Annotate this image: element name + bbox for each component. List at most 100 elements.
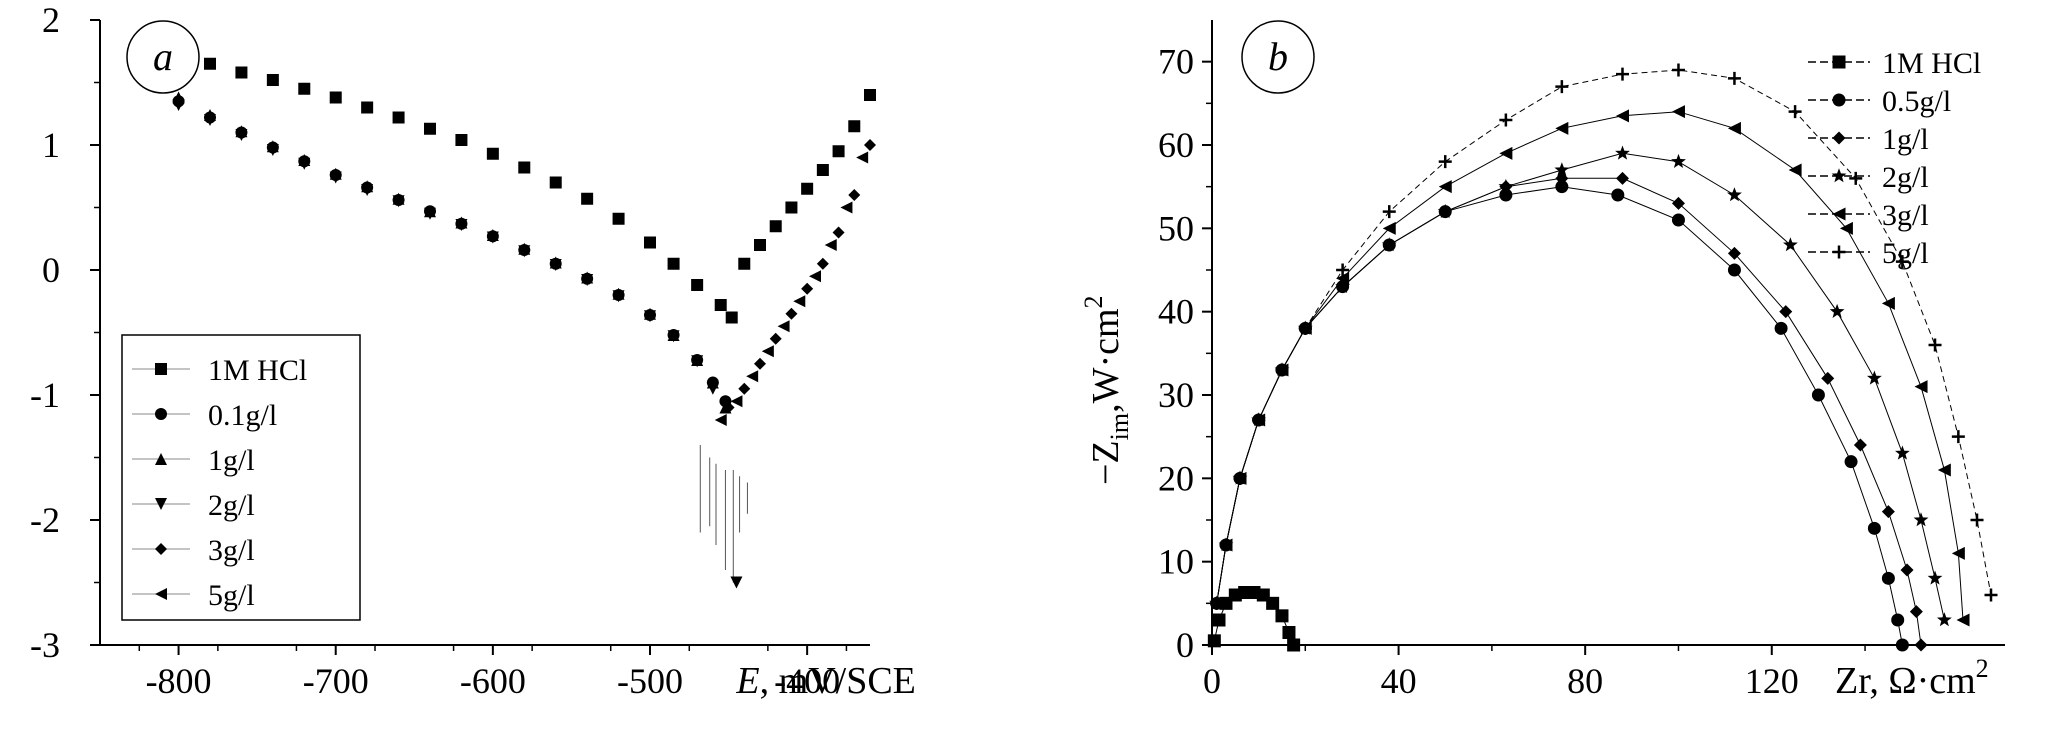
legend-b-label: 5g/l xyxy=(1882,237,1929,270)
point-b-3 xyxy=(1381,237,1397,252)
point-b-2 xyxy=(1671,196,1685,210)
point-b-5 xyxy=(1382,205,1396,219)
point-b-0 xyxy=(1287,638,1301,652)
point-a-4 xyxy=(769,332,782,345)
point-b-3 xyxy=(1437,203,1453,218)
point-b-5 xyxy=(1895,255,1909,269)
point-a-0 xyxy=(738,257,751,270)
point-a-4 xyxy=(816,257,829,270)
x-tick-label-b: 80 xyxy=(1567,661,1603,701)
y-tick-label-b: 60 xyxy=(1158,125,1194,165)
point-b-3 xyxy=(1498,178,1514,193)
point-b-3 xyxy=(1335,278,1350,293)
point-a-3 xyxy=(329,171,342,184)
point-b-2 xyxy=(1900,563,1914,577)
point-a-0 xyxy=(714,299,727,311)
point-b-3 xyxy=(1671,153,1686,168)
point-b-5 xyxy=(1615,67,1629,81)
point-b-4 xyxy=(1937,463,1951,477)
y-tick-label-b: 50 xyxy=(1158,208,1194,248)
point-b-0 xyxy=(1212,613,1226,627)
x-axis-label-b: Zr, Ω·cm2 xyxy=(1835,654,1989,702)
point-b-2 xyxy=(1909,605,1923,619)
point-a-0 xyxy=(691,279,704,291)
legend-a-label: 5g/l xyxy=(208,579,255,612)
point-b-5 xyxy=(1984,588,1998,602)
point-a-0 xyxy=(667,257,680,270)
point-b-4 xyxy=(1438,180,1452,194)
point-b-3 xyxy=(1913,512,1929,527)
point-a-3 xyxy=(361,184,374,196)
point-b-5 xyxy=(1928,338,1942,352)
series-line-b-2 xyxy=(1216,177,1922,646)
point-a-0 xyxy=(848,120,861,133)
point-b-1 xyxy=(1611,188,1625,202)
point-b-5 xyxy=(1970,513,1984,527)
point-a-3 xyxy=(455,219,468,231)
point-a-0 xyxy=(785,201,798,214)
point-a-5 xyxy=(840,201,853,214)
legend-a-marker xyxy=(155,408,167,420)
point-b-3 xyxy=(1936,612,1952,627)
point-a-0 xyxy=(518,161,531,174)
point-a-5 xyxy=(746,370,759,383)
series-b-5 xyxy=(1210,63,1998,610)
point-a-3 xyxy=(172,99,185,111)
panel-label-b-circle xyxy=(1241,20,1315,94)
x-tick-label-b: 120 xyxy=(1745,661,1799,701)
point-a-0 xyxy=(769,220,782,233)
point-a-4 xyxy=(864,139,876,151)
point-b-3 xyxy=(1615,145,1630,160)
point-a-3 xyxy=(706,382,719,395)
point-b-3 xyxy=(1727,187,1742,202)
legend-b-marker xyxy=(1832,207,1846,221)
point-a-3 xyxy=(298,157,311,170)
x-tick-label-a: -700 xyxy=(303,661,369,701)
point-b-5 xyxy=(1499,113,1513,127)
point-a-0 xyxy=(832,145,845,158)
point-b-4 xyxy=(1382,221,1396,235)
point-a-0 xyxy=(235,66,248,79)
legend-a-marker xyxy=(155,363,167,375)
legend-a-box xyxy=(121,334,361,621)
point-b-1 xyxy=(1844,455,1858,469)
y-tick-label-a: 2 xyxy=(42,0,60,40)
series-a-3 xyxy=(172,99,743,589)
point-b-4 xyxy=(1914,380,1928,394)
point-a-3 xyxy=(204,114,216,126)
point-b-5 xyxy=(1336,263,1350,277)
legend-b-label: 1M HCl xyxy=(1882,47,1981,80)
point-a-5 xyxy=(714,414,727,426)
point-a-4 xyxy=(722,401,735,414)
point-b-3 xyxy=(1927,570,1943,585)
point-b-2 xyxy=(1821,371,1835,385)
point-b-1 xyxy=(1671,213,1685,227)
legend-b-marker xyxy=(1832,245,1846,259)
legend-a-marker xyxy=(155,453,167,465)
legend-a-label: 3g/l xyxy=(208,534,255,567)
point-a-0 xyxy=(644,236,656,249)
point-b-5 xyxy=(1788,105,1802,119)
point-b-3 xyxy=(1895,445,1910,460)
point-b-1 xyxy=(1895,638,1909,652)
point-b-1 xyxy=(1774,321,1788,335)
x-axis-label-a: E, mV/SCE xyxy=(735,660,915,702)
y-tick-label-b: 30 xyxy=(1158,375,1194,415)
point-b-4 xyxy=(1839,221,1853,235)
legend-b-label: 2g/l xyxy=(1882,161,1929,194)
legend-a-label: 1M HCl xyxy=(208,354,307,387)
point-a-0 xyxy=(486,147,499,160)
point-b-2 xyxy=(1914,638,1928,652)
panel-label-b: b xyxy=(1268,34,1288,79)
point-a-3 xyxy=(644,310,656,323)
y-tick-label-a: -1 xyxy=(30,375,60,415)
legend-a-label: 1g/l xyxy=(208,444,255,477)
point-a-0 xyxy=(204,57,216,70)
legend-a-label: 0.1g/l xyxy=(208,399,277,432)
y-tick-label-a: -2 xyxy=(30,500,60,540)
point-a-0 xyxy=(612,212,625,225)
point-b-4 xyxy=(1555,121,1569,135)
point-a-0 xyxy=(864,89,876,101)
point-a-4 xyxy=(785,307,798,320)
